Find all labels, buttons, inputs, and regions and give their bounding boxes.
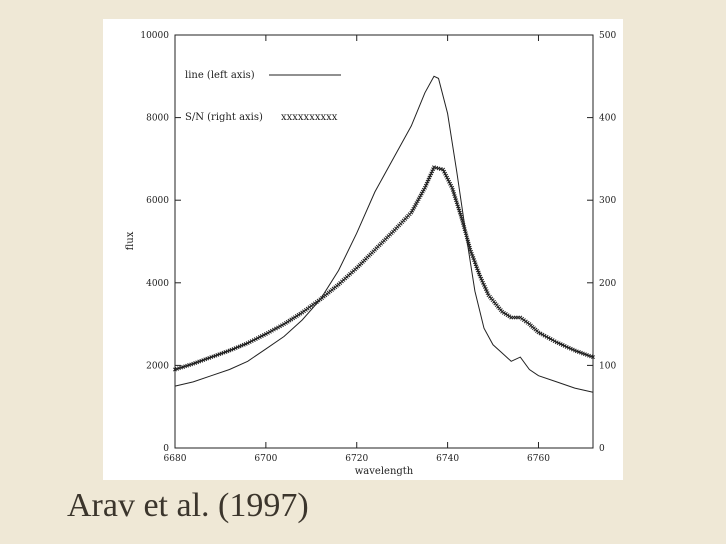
figure-caption: Arav et al. (1997): [67, 487, 309, 524]
right-y-tick-label: 500: [599, 31, 616, 41]
left-y-tick-label: 2000: [146, 361, 169, 371]
x-tick-label: 6700: [254, 454, 277, 464]
plot-frame: [174, 34, 594, 449]
x-axis-ticks: 6680 6700 6720 6740 6760: [164, 35, 550, 464]
chart: 6680 6700 6720 6740 6760 0200040006000800010…: [125, 31, 616, 477]
x-tick-label: 6680: [164, 454, 187, 464]
legend-label-sn: S/N (right axis): [185, 112, 263, 123]
figure-panel: 6680 6700 6720 6740 6760 0 2000 4000 6000 8000 10…: [103, 19, 623, 480]
legend-marker-sn: xxxxxxxxxx: [281, 112, 338, 123]
right-y-axis-ticks: 0 100 200 300 400 500: [587, 31, 616, 454]
left-y-tick-label: 8000: [146, 114, 169, 124]
right-y-tick-label: 300: [599, 196, 616, 206]
right-y-tick-label: 0: [599, 444, 605, 454]
right-y-tick-label: 400: [599, 114, 616, 124]
left-y-axis-ticks: 0 2000 4000 6000 8000 10000: [140, 31, 181, 454]
left-y-tick-label: 10000: [140, 31, 169, 41]
left-y-tick-label: 0: [163, 444, 169, 454]
x-tick-label: 6740: [436, 454, 459, 464]
x-axis-title: wavelength: [355, 466, 414, 477]
legend-label-line: line (left axis): [185, 70, 255, 81]
right-y-tick-label: 100: [599, 361, 616, 371]
left-y-tick-label: 4000: [146, 279, 169, 289]
sn-markers: [173, 165, 595, 372]
series-signal-to-noise: [173, 165, 595, 372]
x-tick-label: 6760: [527, 454, 550, 464]
y-axis-title: flux: [125, 231, 136, 250]
left-y-tick-label: 6000: [146, 196, 169, 206]
x-tick-label: 6720: [345, 454, 368, 464]
series-line-flux: [174, 75, 594, 393]
legend: line (left axis) S/N (right axis) xxxxxx…: [185, 70, 341, 123]
right-y-tick-label: 200: [599, 279, 616, 289]
flux-line: [174, 75, 594, 393]
